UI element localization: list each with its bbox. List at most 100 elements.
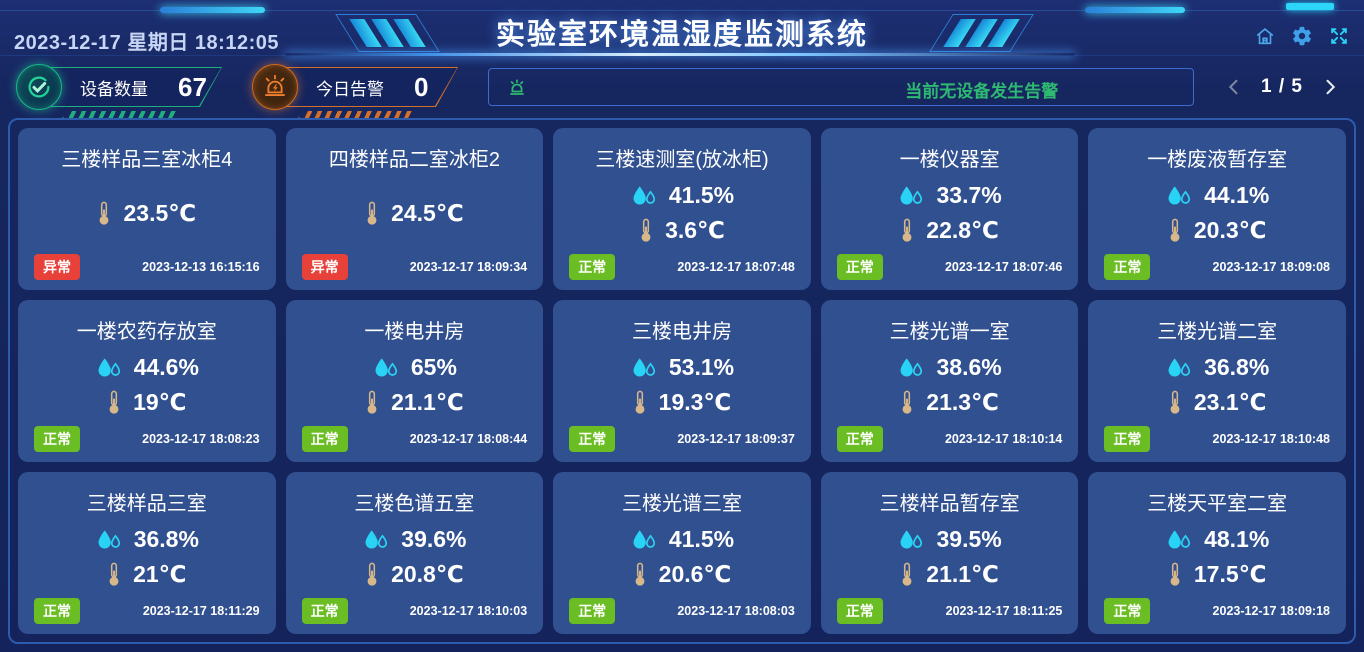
temperature-row: 19.3℃ bbox=[565, 389, 799, 416]
fullscreen-expand-icon[interactable] bbox=[1328, 25, 1350, 47]
status-badge: 正常 bbox=[301, 426, 348, 452]
timestamp: 2023-12-13 16:15:16 bbox=[142, 260, 260, 274]
humidity-value: 38.6% bbox=[936, 354, 1002, 380]
timestamp: 2023-12-17 18:09:34 bbox=[409, 260, 528, 274]
humidity-drops-icon bbox=[897, 356, 924, 379]
card-metrics: 24.5℃ bbox=[298, 172, 532, 254]
device-card-grid: 三楼样品三室冰柜4 23 bbox=[8, 118, 1356, 644]
device-card[interactable]: 四楼样品二室冰柜2 24 bbox=[285, 128, 544, 290]
device-card[interactable]: 三楼天平室二室 48.1% bbox=[1088, 472, 1346, 634]
timestamp: 2023-12-17 18:08:23 bbox=[142, 432, 260, 446]
device-card[interactable]: 三楼光谱二室 36.8% bbox=[1088, 300, 1346, 462]
page-indicator: 1 / 5 bbox=[1261, 76, 1303, 97]
temperature-row: 21.3℃ bbox=[833, 389, 1067, 416]
device-card[interactable]: 三楼色谱五室 39.6% bbox=[285, 472, 544, 634]
timestamp: 2023-12-17 18:07:46 bbox=[944, 260, 1063, 274]
device-card[interactable]: 一楼仪器室 33.7% 2 bbox=[820, 128, 1079, 290]
device-card[interactable]: 三楼样品三室 36.8% bbox=[18, 472, 276, 634]
home-icon[interactable] bbox=[1254, 25, 1276, 47]
device-card[interactable]: 三楼样品三室冰柜4 23 bbox=[18, 128, 276, 290]
card-metrics: 65% 21.1℃ bbox=[298, 344, 532, 426]
header-glow-segment-left bbox=[160, 7, 265, 13]
thermometer-icon bbox=[107, 390, 121, 415]
device-card[interactable]: 三楼速测室(放冰柜) 41.5% bbox=[553, 128, 811, 290]
thermometer-icon bbox=[633, 390, 647, 415]
humidity-row: 36.8% bbox=[1100, 354, 1334, 381]
card-footer: 正常 2023-12-17 18:11:25 bbox=[833, 598, 1067, 626]
temperature-row: 20.8℃ bbox=[298, 561, 532, 588]
room-name: 三楼色谱五室 bbox=[354, 493, 475, 515]
header-top-line bbox=[0, 10, 1364, 11]
card-metrics: 41.5% 3.6℃ bbox=[565, 172, 799, 254]
today-alarm-hatch-decor bbox=[298, 111, 416, 118]
temperature-value: 23.1℃ bbox=[1193, 389, 1267, 415]
chevron-right-icon[interactable] bbox=[1320, 77, 1340, 97]
humidity-value: 39.6% bbox=[401, 526, 467, 552]
room-name: 三楼光谱一室 bbox=[889, 321, 1010, 343]
room-name: 一楼废液暂存室 bbox=[1147, 149, 1288, 171]
card-footer: 正常 2023-12-17 18:10:14 bbox=[833, 426, 1067, 454]
room-name: 一楼农药存放室 bbox=[76, 321, 217, 343]
thermometer-icon bbox=[107, 562, 121, 587]
humidity-drops-icon bbox=[897, 184, 924, 207]
device-card[interactable]: 三楼光谱三室 41.5% bbox=[553, 472, 811, 634]
header: 2023-12-17 星期日 18:12:05 实验室环境温湿度监测系统 bbox=[0, 0, 1364, 56]
status-badge: 正常 bbox=[34, 426, 80, 452]
chevron-left-icon[interactable] bbox=[1224, 77, 1244, 97]
card-metrics: 41.5% 20.6℃ bbox=[565, 516, 799, 598]
card-footer: 正常 2023-12-17 18:07:46 bbox=[833, 254, 1067, 282]
humidity-row: 38.6% bbox=[833, 354, 1067, 381]
humidity-row: 53.1% bbox=[565, 354, 799, 381]
thermometer-icon bbox=[900, 218, 914, 243]
stats-bar: 设备数量 67 今日告警 0 bbox=[0, 56, 1364, 118]
room-name: 三楼样品三室冰柜4 bbox=[61, 149, 233, 171]
status-badge: 正常 bbox=[569, 254, 616, 280]
timestamp: 2023-12-17 18:11:25 bbox=[945, 604, 1063, 618]
humidity-value: 41.5% bbox=[668, 182, 735, 208]
humidity-value: 36.8% bbox=[1204, 354, 1270, 380]
humidity-value: 44.6% bbox=[133, 354, 199, 380]
humidity-drops-icon bbox=[1165, 356, 1192, 379]
alarm-bell-icon bbox=[505, 76, 529, 100]
gear-icon[interactable] bbox=[1291, 25, 1313, 47]
status-badge: 正常 bbox=[836, 426, 883, 452]
room-name: 一楼电井房 bbox=[364, 321, 465, 343]
device-card[interactable]: 三楼电井房 53.1% 1 bbox=[553, 300, 811, 462]
status-badge: 正常 bbox=[301, 598, 348, 624]
device-card[interactable]: 三楼样品暂存室 39.5% bbox=[820, 472, 1079, 634]
timestamp: 2023-12-17 18:09:08 bbox=[1212, 260, 1330, 274]
card-metrics: 23.5℃ bbox=[30, 172, 264, 254]
device-card[interactable]: 一楼废液暂存室 44.1% bbox=[1088, 128, 1346, 290]
device-card[interactable]: 一楼农药存放室 44.6% bbox=[18, 300, 276, 462]
temperature-row: 19℃ bbox=[30, 389, 264, 416]
humidity-drops-icon bbox=[372, 356, 399, 379]
device-card[interactable]: 一楼电井房 65% 21. bbox=[285, 300, 544, 462]
thermometer-icon bbox=[639, 218, 653, 243]
humidity-row: 44.1% bbox=[1100, 182, 1334, 209]
card-footer: 正常 2023-12-17 18:08:44 bbox=[298, 426, 532, 454]
thermometer-icon bbox=[900, 390, 914, 415]
temperature-row: 24.5℃ bbox=[298, 200, 532, 227]
thermometer-icon bbox=[1168, 390, 1182, 415]
humidity-drops-icon bbox=[630, 528, 657, 551]
humidity-row: 41.5% bbox=[565, 526, 799, 553]
timestamp: 2023-12-17 18:09:37 bbox=[677, 432, 795, 446]
card-metrics: 36.8% 23.1℃ bbox=[1100, 344, 1334, 426]
humidity-drops-icon bbox=[1165, 528, 1192, 551]
timestamp: 2023-12-17 18:10:48 bbox=[1212, 432, 1330, 446]
timestamp: 2023-12-17 18:10:14 bbox=[944, 432, 1063, 446]
humidity-value: 53.1% bbox=[668, 354, 735, 380]
room-name: 三楼速测室(放冰柜) bbox=[595, 149, 769, 171]
alert-message: 当前无设备发生告警 bbox=[905, 82, 1059, 101]
card-footer: 正常 2023-12-17 18:08:23 bbox=[30, 426, 264, 454]
card-metrics: 44.6% 19℃ bbox=[30, 344, 264, 426]
humidity-row: 48.1% bbox=[1100, 526, 1334, 553]
card-footer: 正常 2023-12-17 18:09:08 bbox=[1100, 254, 1334, 282]
humidity-drops-icon bbox=[95, 528, 122, 551]
humidity-value: 65% bbox=[410, 354, 457, 380]
temperature-value: 19℃ bbox=[133, 389, 187, 415]
device-card[interactable]: 三楼光谱一室 38.6% bbox=[820, 300, 1079, 462]
humidity-value: 44.1% bbox=[1204, 182, 1270, 208]
room-name: 三楼样品三室 bbox=[86, 493, 207, 515]
device-count-stat: 设备数量 67 bbox=[16, 60, 222, 114]
